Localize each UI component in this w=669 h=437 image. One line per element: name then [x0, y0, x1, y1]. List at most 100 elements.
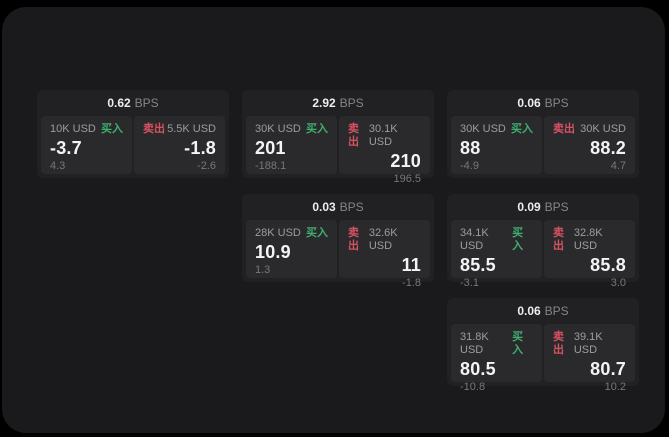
sell-size-label: 32.6K USD	[368, 227, 398, 253]
sell-cell-top: 卖出 32.6K USD	[348, 227, 421, 253]
ask-sub-value: 3.0	[610, 276, 626, 289]
buy-side-label: 买入	[101, 123, 123, 135]
sell-quote-button[interactable]: 卖出 30.1K USD 210 196.5	[339, 116, 430, 185]
bid-price: -3.7	[50, 138, 82, 159]
ask-price: 210	[390, 151, 421, 172]
buy-size-label: 30K USD	[460, 123, 506, 135]
ask-sub-value: 196.5	[393, 172, 421, 185]
spread-value: 0.06	[517, 96, 541, 110]
sell-side-label: 卖出	[553, 331, 564, 357]
sell-side-label: 卖出	[348, 123, 359, 149]
bps-unit-label: BPS	[544, 200, 569, 214]
ask-price: 80.7	[590, 359, 626, 380]
spread-header: 0.06 BPS	[451, 90, 635, 116]
sell-quote-button[interactable]: 卖出 32.8K USD 85.8 3.0	[544, 220, 635, 289]
buy-quote-button[interactable]: 31.8K USD 买入 80.5 -10.8	[451, 324, 542, 393]
ask-sub-value: 4.7	[610, 159, 626, 172]
buy-cell-top: 30K USD 买入	[255, 123, 328, 136]
sell-quote-button[interactable]: 卖出 39.1K USD 80.7 10.2	[544, 324, 635, 393]
spread-value: 2.92	[312, 96, 336, 110]
quote-card: 0.06 BPS 30K USD 买入 88 -4.9 卖出 30K USD	[447, 90, 639, 178]
bid-sub-value: 4.3	[50, 159, 66, 172]
bid-price: 80.5	[460, 359, 496, 380]
buy-cell-top: 30K USD 买入	[460, 123, 533, 136]
spread-value: 0.06	[517, 304, 541, 318]
ask-price: 85.8	[590, 255, 626, 276]
buy-size-label: 10K USD	[50, 123, 96, 135]
spread-value: 0.09	[517, 200, 541, 214]
buy-side-label: 买入	[306, 227, 328, 239]
bid-sub-value: -3.1	[460, 276, 479, 289]
spread-header: 0.06 BPS	[451, 298, 635, 324]
sell-cell-top: 卖出 30K USD	[553, 123, 626, 136]
quote-card: 0.03 BPS 28K USD 买入 10.9 1.3 卖出 32.6K US…	[242, 194, 434, 289]
main-panel: 0.62 BPS 10K USD 买入 -3.7 4.3 卖出 5.5K USD	[2, 7, 665, 433]
spread-header: 0.62 BPS	[41, 90, 225, 116]
ask-price: 11	[401, 255, 421, 276]
quote-card: 0.09 BPS 34.1K USD 买入 85.5 -3.1 卖出 32.8K…	[447, 194, 639, 289]
spread-header: 0.03 BPS	[246, 194, 430, 220]
bid-price: 201	[255, 138, 286, 159]
sell-cell-top: 卖出 39.1K USD	[553, 331, 626, 357]
bps-unit-label: BPS	[544, 304, 569, 318]
quote-body: 10K USD 买入 -3.7 4.3 卖出 5.5K USD -1.8 -2.…	[41, 116, 225, 174]
buy-quote-button[interactable]: 34.1K USD 买入 85.5 -3.1	[451, 220, 542, 289]
quote-body: 34.1K USD 买入 85.5 -3.1 卖出 32.8K USD 85.8…	[451, 220, 635, 289]
sell-side-label: 卖出	[553, 227, 564, 253]
bid-price: 85.5	[460, 255, 496, 276]
quote-card: 0.62 BPS 10K USD 买入 -3.7 4.3 卖出 5.5K USD	[37, 90, 229, 178]
spread-header: 0.09 BPS	[451, 194, 635, 220]
sell-side-label: 卖出	[348, 227, 359, 253]
quote-body: 30K USD 买入 88 -4.9 卖出 30K USD 88.2 4.7	[451, 116, 635, 174]
buy-side-label: 买入	[306, 123, 328, 135]
bid-sub-value: -188.1	[255, 159, 287, 172]
sell-size-label: 30K USD	[580, 123, 626, 135]
sell-side-label: 卖出	[553, 123, 575, 135]
buy-size-label: 34.1K USD	[460, 227, 489, 253]
quote-card: 2.92 BPS 30K USD 买入 201 -188.1 卖出 30.1K …	[242, 90, 434, 185]
bps-unit-label: BPS	[134, 96, 159, 110]
buy-cell-top: 31.8K USD 买入	[460, 331, 533, 357]
buy-size-label: 31.8K USD	[460, 331, 489, 357]
buy-quote-button[interactable]: 30K USD 买入 88 -4.9	[451, 116, 542, 174]
sell-size-label: 39.1K USD	[573, 331, 603, 357]
buy-side-label: 买入	[512, 227, 524, 253]
sell-quote-button[interactable]: 卖出 30K USD 88.2 4.7	[544, 116, 635, 174]
buy-cell-top: 10K USD 买入	[50, 123, 123, 136]
bid-sub-value: -10.8	[460, 380, 486, 393]
buy-side-label: 买入	[511, 123, 533, 135]
bid-sub-value: -4.9	[460, 159, 479, 172]
bid-price: 10.9	[255, 242, 291, 263]
ask-sub-value: 10.2	[604, 380, 626, 393]
buy-quote-button[interactable]: 10K USD 买入 -3.7 4.3	[41, 116, 132, 174]
bps-unit-label: BPS	[339, 200, 364, 214]
buy-size-label: 28K USD	[255, 227, 301, 239]
buy-quote-button[interactable]: 28K USD 买入 10.9 1.3	[246, 220, 337, 278]
quote-body: 31.8K USD 买入 80.5 -10.8 卖出 39.1K USD 80.…	[451, 324, 635, 393]
sell-quote-button[interactable]: 卖出 32.6K USD 11 -1.8	[339, 220, 430, 289]
spread-header: 2.92 BPS	[246, 90, 430, 116]
quote-body: 30K USD 买入 201 -188.1 卖出 30.1K USD 210 1…	[246, 116, 430, 185]
quote-card: 0.06 BPS 31.8K USD 买入 80.5 -10.8 卖出 39.1…	[447, 298, 639, 393]
buy-cell-top: 28K USD 买入	[255, 227, 328, 240]
sell-side-label: 卖出	[143, 123, 165, 135]
ask-sub-value: -2.6	[197, 159, 216, 172]
bps-unit-label: BPS	[339, 96, 364, 110]
buy-size-label: 30K USD	[255, 123, 301, 135]
sell-quote-button[interactable]: 卖出 5.5K USD -1.8 -2.6	[134, 116, 225, 174]
sell-size-label: 30.1K USD	[368, 123, 398, 149]
ask-sub-value: -1.8	[402, 276, 421, 289]
bid-price: 88	[460, 138, 481, 159]
buy-quote-button[interactable]: 30K USD 买入 201 -188.1	[246, 116, 337, 174]
ask-price: 88.2	[590, 138, 626, 159]
bps-unit-label: BPS	[544, 96, 569, 110]
sell-cell-top: 卖出 5.5K USD	[143, 123, 216, 136]
bid-sub-value: 1.3	[255, 263, 271, 276]
quote-grid: 0.62 BPS 10K USD 买入 -3.7 4.3 卖出 5.5K USD	[37, 90, 639, 393]
spread-value: 0.03	[312, 200, 336, 214]
sell-size-label: 5.5K USD	[167, 123, 216, 135]
buy-side-label: 买入	[512, 331, 524, 357]
sell-cell-top: 卖出 30.1K USD	[348, 123, 421, 149]
ask-price: -1.8	[184, 138, 216, 159]
spread-value: 0.62	[107, 96, 131, 110]
